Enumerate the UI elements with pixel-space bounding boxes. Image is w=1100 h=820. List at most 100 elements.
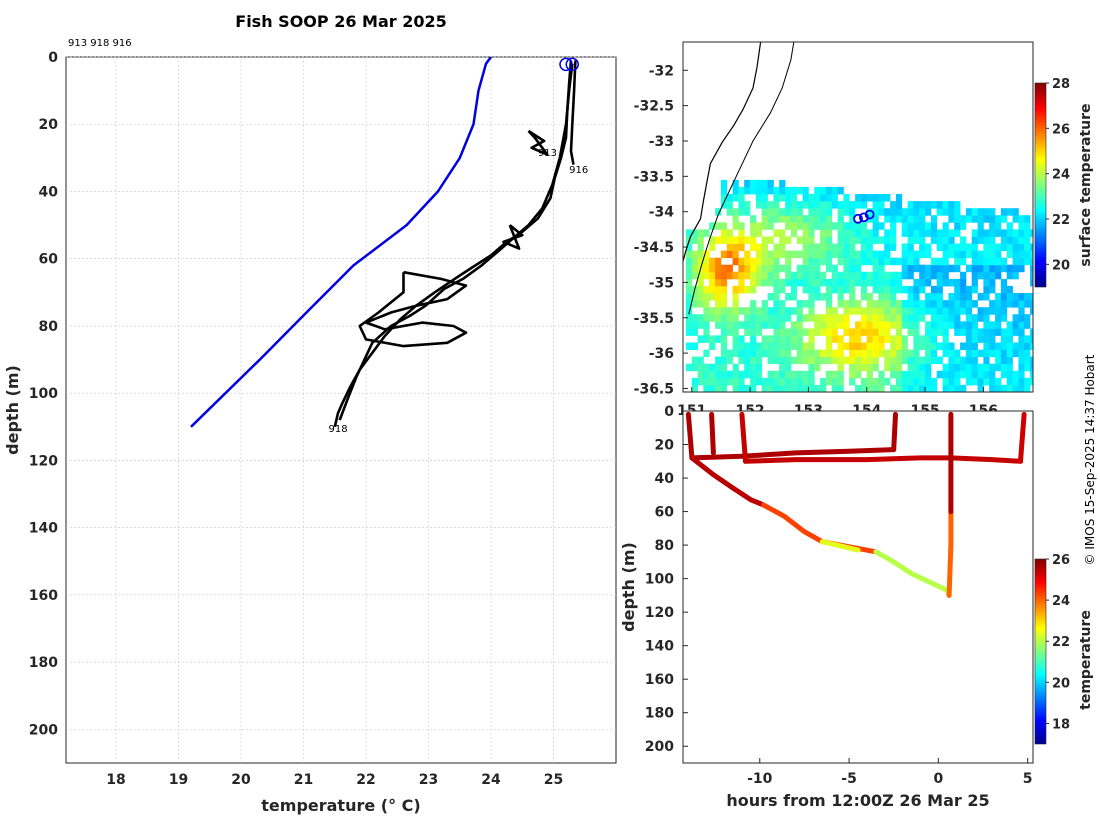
sst-cell xyxy=(761,208,768,216)
sst-cell xyxy=(1018,300,1025,308)
sst-cell xyxy=(1012,314,1019,322)
sst-cell xyxy=(930,349,938,358)
sst-cell xyxy=(1030,307,1033,315)
sst-cell xyxy=(732,243,739,251)
sst-cell xyxy=(767,377,774,386)
sst-cell xyxy=(761,271,768,280)
sst-cell xyxy=(855,257,862,266)
sst-cell xyxy=(808,229,815,237)
sst-cell xyxy=(790,215,798,223)
sst-cell xyxy=(1012,215,1019,223)
sst-cell xyxy=(755,194,763,202)
sst-cell xyxy=(919,300,926,308)
sst-cell xyxy=(750,300,757,308)
sst-cell xyxy=(878,250,885,259)
sst-cell xyxy=(697,363,704,372)
sst-cell xyxy=(942,257,949,266)
sst-cell xyxy=(1012,271,1019,280)
sst-cell xyxy=(878,236,885,244)
sst-cell xyxy=(715,264,722,273)
sst-cell xyxy=(895,201,903,209)
sst-cell xyxy=(849,349,856,358)
sst-cell xyxy=(715,314,722,322)
sst-cell xyxy=(773,307,780,315)
sst-cell xyxy=(720,349,728,358)
sst-cell xyxy=(691,300,698,308)
sst-cell xyxy=(913,208,920,216)
sst-cell xyxy=(790,278,798,287)
temperature-colorbar xyxy=(1034,558,1047,745)
sst-cell xyxy=(685,300,693,308)
sst-cell xyxy=(995,307,1002,315)
sst-cell xyxy=(1030,264,1033,273)
sst-cell xyxy=(767,293,774,301)
sst-cell xyxy=(1030,229,1033,237)
sst-cell xyxy=(843,321,850,329)
sst-cell xyxy=(691,314,698,322)
sst-cell xyxy=(855,384,862,392)
sst-cell xyxy=(785,278,792,287)
sst-cell xyxy=(901,271,908,280)
sst-cell xyxy=(808,285,815,294)
sst-cell xyxy=(785,307,792,315)
sst-cell xyxy=(744,349,751,358)
sst-cell xyxy=(1000,328,1008,336)
sst-cell xyxy=(755,186,763,195)
sst-cell xyxy=(849,243,856,251)
hour-tick-label: 5 xyxy=(1023,771,1033,787)
sst-cell xyxy=(831,321,838,329)
sst-cell xyxy=(983,243,990,251)
sst-cell xyxy=(831,307,838,315)
sst-cell xyxy=(709,377,716,386)
sst-cell xyxy=(685,293,693,301)
sst-cell xyxy=(878,257,885,266)
sst-cell xyxy=(866,278,873,287)
sst-cell xyxy=(942,321,949,329)
track-segment xyxy=(709,411,716,456)
sst-cell xyxy=(767,314,774,322)
sst-cell xyxy=(790,229,798,237)
sst-cell xyxy=(831,384,838,392)
sst-cell xyxy=(755,201,763,209)
sst-cell xyxy=(977,250,984,259)
sst-cell xyxy=(1012,264,1019,273)
sst-cell xyxy=(989,208,996,216)
sst-cell xyxy=(732,285,739,294)
sst-cell xyxy=(989,342,996,350)
sst-cell xyxy=(954,208,961,216)
sst-cell xyxy=(726,208,733,216)
sst-cell xyxy=(849,257,856,266)
sst-cell xyxy=(715,307,722,315)
sst-cell xyxy=(820,257,827,266)
sst-cell xyxy=(744,271,751,280)
sst-cell xyxy=(843,194,850,202)
sst-cell xyxy=(790,222,798,230)
sst-cell xyxy=(750,363,757,372)
sst-cell xyxy=(901,264,908,273)
sst-cell xyxy=(802,264,809,273)
sst-cell xyxy=(866,314,873,322)
sst-cell xyxy=(755,377,763,386)
sst-cell xyxy=(767,356,774,365)
sst-cell xyxy=(930,384,938,392)
sst-cell xyxy=(709,363,716,372)
sst-cell xyxy=(948,384,955,392)
sst-cell xyxy=(965,243,973,251)
sst-cell xyxy=(878,307,885,315)
sst-cell xyxy=(843,356,850,365)
sst-cell xyxy=(872,201,879,209)
sst-cell xyxy=(965,342,973,350)
sst-cell xyxy=(977,314,984,322)
track-segment xyxy=(739,411,748,464)
sst-cell xyxy=(942,307,949,315)
sst-cell xyxy=(936,285,943,294)
sst-cell xyxy=(750,257,757,266)
sst-cell xyxy=(697,278,704,287)
sst-cell xyxy=(948,377,955,386)
sst-cell xyxy=(802,243,809,251)
sst-cell xyxy=(779,194,786,202)
sst-cell xyxy=(849,208,856,216)
sst-cell xyxy=(901,370,908,379)
sst-cell xyxy=(925,307,932,315)
sst-cell xyxy=(960,328,967,336)
